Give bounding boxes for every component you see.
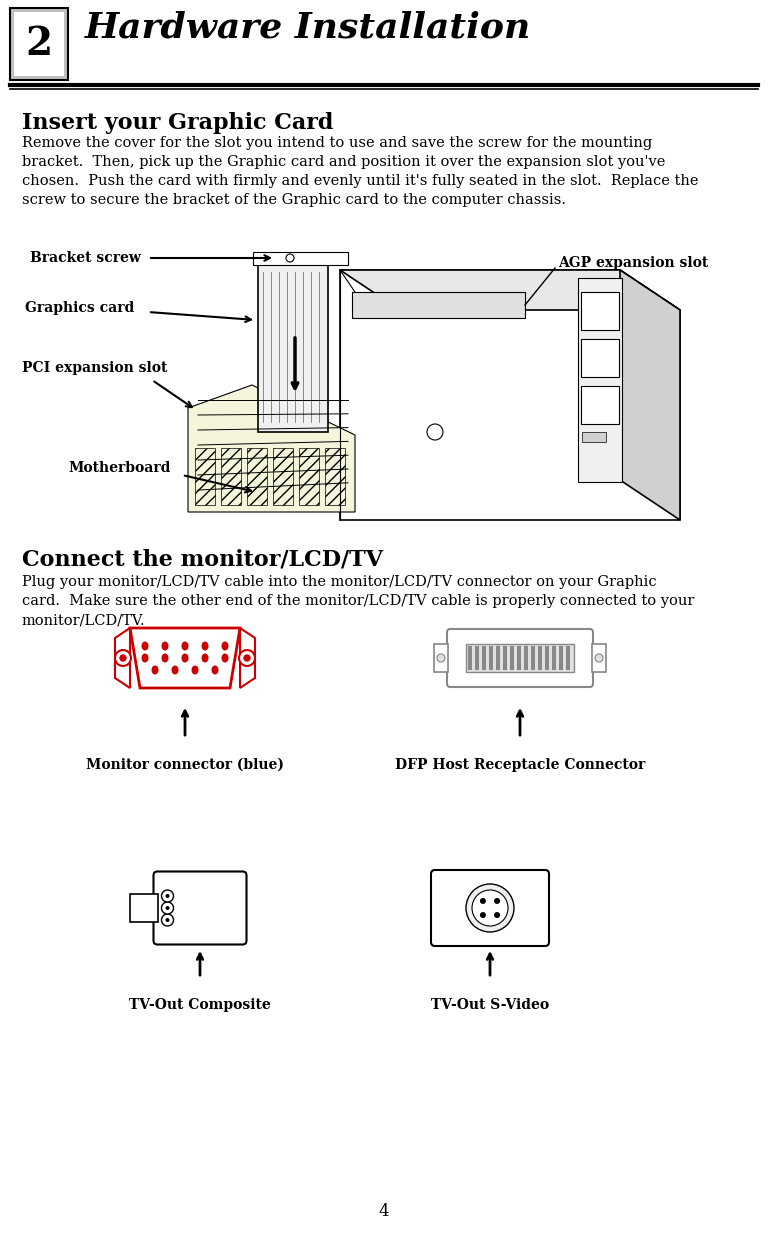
Bar (482, 647, 486, 670)
Polygon shape (14, 12, 64, 77)
Ellipse shape (141, 654, 148, 663)
Bar (531, 647, 535, 670)
Text: DFP Host Receptacle Connector: DFP Host Receptacle Connector (395, 758, 645, 772)
Bar (545, 647, 549, 670)
Text: chosen.  Push the card with firmly and evenly until it's fully seated in the slo: chosen. Push the card with firmly and ev… (22, 174, 699, 188)
Text: Hardware Installation: Hardware Installation (85, 11, 531, 44)
Circle shape (595, 654, 603, 661)
Circle shape (494, 912, 500, 918)
Circle shape (494, 898, 500, 905)
Circle shape (480, 912, 486, 918)
Text: TV-Out S-Video: TV-Out S-Video (431, 998, 549, 1012)
Bar (496, 647, 500, 670)
Bar (434, 644, 448, 673)
Polygon shape (620, 270, 680, 520)
Ellipse shape (161, 654, 168, 663)
Text: AGP expansion slot: AGP expansion slot (558, 255, 708, 270)
Circle shape (437, 654, 445, 661)
Polygon shape (10, 7, 68, 80)
Circle shape (472, 890, 508, 926)
Polygon shape (582, 432, 606, 442)
FancyBboxPatch shape (431, 870, 549, 946)
Ellipse shape (171, 665, 178, 675)
Circle shape (120, 655, 126, 661)
Ellipse shape (161, 642, 168, 650)
Ellipse shape (141, 642, 148, 650)
Polygon shape (188, 385, 355, 512)
Polygon shape (581, 292, 619, 329)
Text: card.  Make sure the other end of the monitor/LCD/TV cable is properly connected: card. Make sure the other end of the mon… (22, 594, 694, 608)
Bar (566, 647, 570, 670)
Ellipse shape (201, 642, 208, 650)
Bar (503, 647, 507, 670)
Polygon shape (240, 628, 255, 689)
Ellipse shape (191, 665, 198, 675)
Bar (475, 647, 479, 670)
Text: 4: 4 (379, 1203, 389, 1220)
Text: Monitor connector (blue): Monitor connector (blue) (86, 758, 284, 772)
Ellipse shape (151, 665, 158, 675)
Bar (468, 647, 472, 670)
Text: 2: 2 (25, 25, 52, 63)
Circle shape (480, 898, 486, 905)
Polygon shape (578, 278, 622, 482)
Circle shape (161, 902, 174, 914)
Bar (552, 647, 556, 670)
FancyBboxPatch shape (447, 629, 593, 687)
Text: screw to secure the bracket of the Graphic card to the computer chassis.: screw to secure the bracket of the Graph… (22, 193, 566, 207)
Polygon shape (581, 339, 619, 378)
Text: bracket.  Then, pick up the Graphic card and position it over the expansion slot: bracket. Then, pick up the Graphic card … (22, 155, 665, 169)
Ellipse shape (211, 665, 219, 675)
Bar (517, 647, 521, 670)
Ellipse shape (181, 642, 188, 650)
Circle shape (466, 884, 514, 932)
Bar (559, 647, 563, 670)
Polygon shape (352, 292, 525, 318)
Bar (538, 647, 542, 670)
Ellipse shape (201, 654, 208, 663)
Bar (592, 644, 606, 673)
Circle shape (239, 650, 255, 666)
Text: PCI expansion slot: PCI expansion slot (22, 362, 167, 375)
Polygon shape (130, 628, 240, 689)
Circle shape (115, 650, 131, 666)
Ellipse shape (181, 654, 188, 663)
Ellipse shape (221, 642, 229, 650)
Bar (130, 893, 157, 922)
Ellipse shape (221, 654, 229, 663)
Circle shape (165, 893, 170, 898)
Circle shape (165, 906, 170, 909)
Text: Graphics card: Graphics card (25, 301, 134, 315)
FancyBboxPatch shape (154, 871, 247, 944)
Text: Remove the cover for the slot you intend to use and save the screw for the mount: Remove the cover for the slot you intend… (22, 136, 652, 151)
Bar (489, 647, 493, 670)
Circle shape (427, 424, 443, 441)
Polygon shape (340, 270, 680, 520)
Text: Connect the monitor/LCD/TV: Connect the monitor/LCD/TV (22, 548, 383, 570)
Circle shape (244, 655, 250, 661)
Circle shape (161, 914, 174, 926)
Bar (466, 644, 574, 673)
Polygon shape (258, 262, 328, 432)
Text: monitor/LCD/TV.: monitor/LCD/TV. (22, 613, 146, 627)
Text: Bracket screw: Bracket screw (30, 251, 141, 265)
Circle shape (286, 254, 294, 262)
Circle shape (165, 918, 170, 922)
Polygon shape (581, 386, 619, 424)
Text: Plug your monitor/LCD/TV cable into the monitor/LCD/TV connector on your Graphic: Plug your monitor/LCD/TV cable into the … (22, 575, 657, 589)
Bar (524, 647, 528, 670)
Polygon shape (115, 628, 130, 689)
Polygon shape (340, 270, 680, 310)
Text: TV-Out Composite: TV-Out Composite (129, 998, 271, 1012)
Bar (510, 647, 514, 670)
Text: Motherboard: Motherboard (68, 462, 170, 475)
Polygon shape (253, 252, 348, 265)
Circle shape (161, 890, 174, 902)
Text: Insert your Graphic Card: Insert your Graphic Card (22, 112, 333, 135)
